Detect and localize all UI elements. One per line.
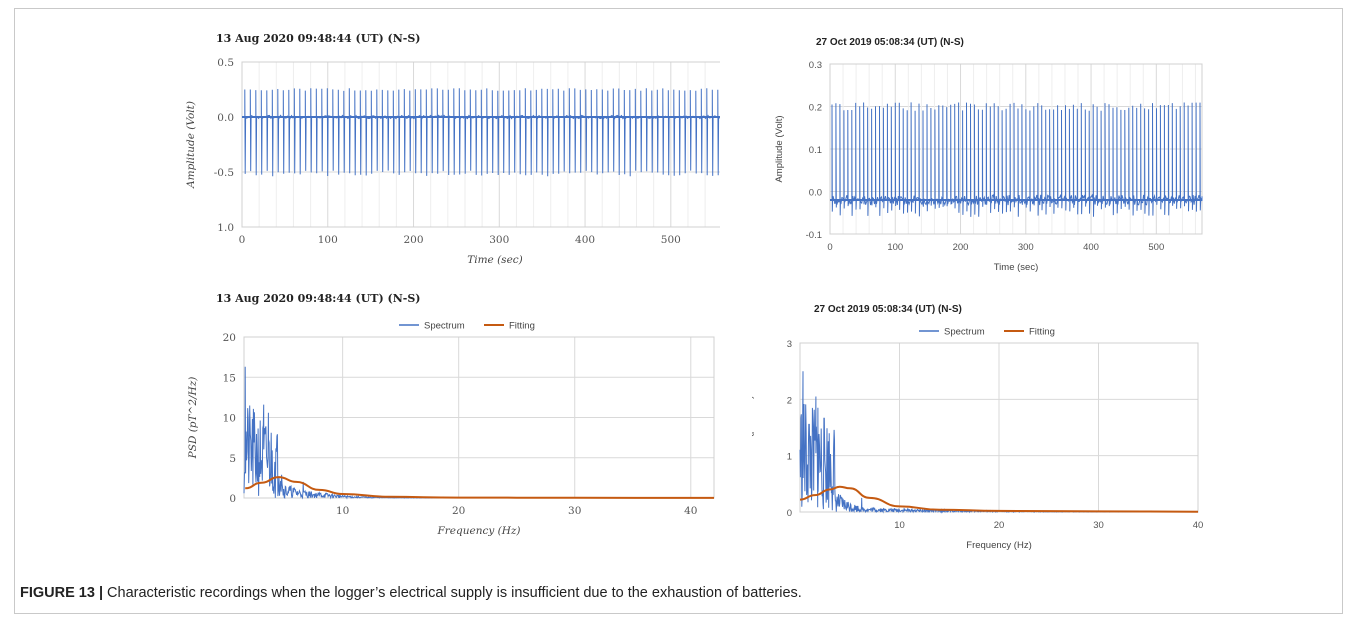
caption-text: Characteristic recordings when the logge… xyxy=(103,585,802,601)
chart-d-xtick-label: 40 xyxy=(1193,520,1204,531)
chart-c-xtick-label: 20 xyxy=(452,505,465,517)
chart-d-xtick-label: 30 xyxy=(1093,520,1104,531)
chart-b-ytick-label: -0.1 xyxy=(806,230,822,241)
chart-a-xtick-label: 200 xyxy=(404,234,424,246)
legend-spectrum-label: Spectrum xyxy=(944,327,985,338)
chart-d-ytick-label: 1 xyxy=(787,452,792,463)
chart-b-xtick-label: 0 xyxy=(827,242,832,253)
chart-c-ytick-label: 5 xyxy=(229,453,236,465)
chart-d-spectrum: 27 Oct 2019 05:08:34 (UT) (N-S) 0 1 2 3 10 20 3… xyxy=(752,304,1204,551)
chart-a-ylabel: Amplitude (Volt) xyxy=(185,101,197,189)
chart-d-fitting-line xyxy=(799,485,1199,513)
chart-c-spectrum-line xyxy=(243,366,714,500)
chart-c-xtick-label: 30 xyxy=(568,505,581,517)
chart-b-xtick-label: 100 xyxy=(887,242,903,253)
chart-a-ytick-label: 1.0 xyxy=(217,222,234,234)
chart-a-plot-area xyxy=(241,61,720,228)
chart-b-title: 27 Oct 2019 05:08:34 (UT) (N-S) xyxy=(816,37,964,48)
chart-a-xtick-label: 400 xyxy=(575,234,595,246)
chart-c-ylabel: PSD (pT^2/Hz) xyxy=(187,377,199,460)
chart-b-ytick-label: 0.0 xyxy=(809,188,822,199)
legend-fitting-label: Fitting xyxy=(1029,327,1055,338)
chart-d-xtick-label: 20 xyxy=(994,520,1005,531)
chart-d-plot-area xyxy=(799,342,1199,513)
chart-a-xlabel: Time (sec) xyxy=(467,254,523,266)
chart-a-xtick-label: 0 xyxy=(239,234,246,246)
chart-d-ylabel: PSD (pT^2/Hz) xyxy=(752,396,755,460)
chart-d-xlabel: Frequency (Hz) xyxy=(966,540,1031,551)
chart-b-ytick-label: 0.1 xyxy=(809,145,822,156)
chart-c-title: 13 Aug 2020 09:48:44 (UT) (N-S) xyxy=(216,292,421,305)
chart-c-ytick-label: 0 xyxy=(229,493,236,505)
chart-d-ytick-label: 3 xyxy=(787,339,792,350)
chart-b-xtick-label: 500 xyxy=(1148,242,1164,253)
chart-c-ytick-label: 10 xyxy=(223,413,236,425)
chart-b-xtick-label: 400 xyxy=(1083,242,1099,253)
chart-b-xtick-label: 300 xyxy=(1018,242,1034,253)
chart-b-xlabel: Time (sec) xyxy=(994,262,1039,273)
chart-b-plot-area xyxy=(829,63,1203,235)
chart-a-xtick-label: 300 xyxy=(489,234,509,246)
chart-d-ytick-label: 2 xyxy=(787,395,792,406)
chart-a-time-series: 13 Aug 2020 09:48:44 (UT) (N-S) 0.5 0.0 -0.… xyxy=(185,32,720,266)
chart-b-ytick-label: 0.2 xyxy=(809,103,822,114)
chart-d-xtick-label: 10 xyxy=(894,520,905,531)
chart-a-xtick-label: 500 xyxy=(661,234,681,246)
chart-a-ytick-label: 0.5 xyxy=(217,57,234,69)
caption-label: FIGURE 13 | xyxy=(20,585,104,601)
legend-fitting-label: Fitting xyxy=(509,321,535,332)
chart-d-title: 27 Oct 2019 05:08:34 (UT) (N-S) xyxy=(814,304,962,315)
chart-c-xtick-label: 40 xyxy=(684,505,697,517)
chart-c-ytick-label: 20 xyxy=(223,332,236,344)
chart-d-ytick-label: 0 xyxy=(787,508,792,519)
figure-frame xyxy=(14,8,1343,614)
chart-c-ytick-label: 15 xyxy=(223,372,236,384)
chart-b-ytick-label: 0.3 xyxy=(809,60,822,71)
chart-c-spectrum: 13 Aug 2020 09:48:44 (UT) (N-S) 0 5 10 15 20 1… xyxy=(187,292,715,537)
chart-a-title: 13 Aug 2020 09:48:44 (UT) (N-S) xyxy=(216,32,421,45)
legend-spectrum-label: Spectrum xyxy=(424,321,465,332)
chart-b-time-series: 27 Oct 2019 05:08:34 (UT) (N-S) 0.3 0.2 0.1… xyxy=(774,37,1203,273)
chart-c-xtick-label: 10 xyxy=(336,505,349,517)
chart-c-fitting-line xyxy=(245,476,715,499)
chart-a-xtick-label: 100 xyxy=(318,234,338,246)
figure-caption: FIGURE 13 | Characteristic recordings wh… xyxy=(20,585,802,601)
chart-b-ylabel: Amplitude (Volt) xyxy=(774,115,785,182)
chart-c-xlabel: Frequency (Hz) xyxy=(436,525,520,537)
chart-a-ytick-label: -0.5 xyxy=(214,167,234,179)
chart-a-ytick-label: 0.0 xyxy=(217,112,234,124)
chart-b-xtick-label: 200 xyxy=(953,242,969,253)
